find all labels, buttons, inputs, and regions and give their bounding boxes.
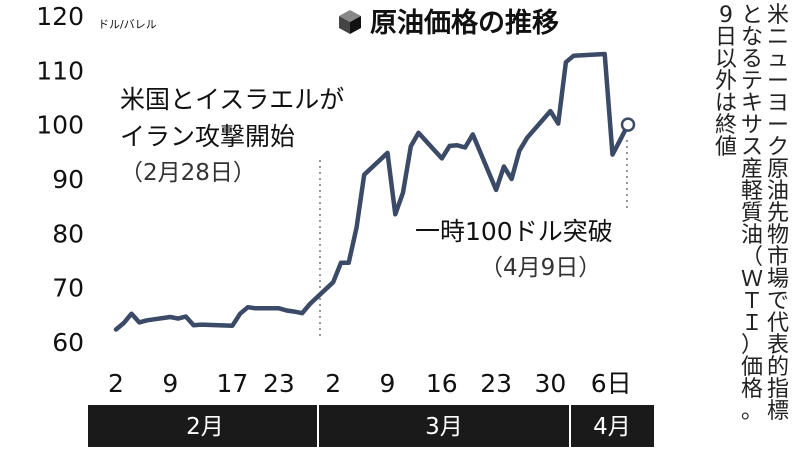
annotation-2-date: （4月9日） [480, 255, 601, 281]
annotation-1-line1: 米国とイスラエルが [120, 85, 344, 114]
note-char: 油 [741, 223, 763, 248]
y-tick-label: 100 [36, 111, 84, 140]
note-char: ー [767, 113, 789, 138]
note-char: 終 [715, 113, 737, 138]
note-char: 以 [715, 47, 737, 72]
note-char: 値 [715, 135, 737, 160]
note-char: 9 [719, 3, 733, 28]
note-char: Ｉ [741, 311, 763, 336]
y-tick-label: 90 [52, 165, 84, 194]
x-tick-label: 2 [325, 369, 341, 398]
note-char: 指 [767, 377, 789, 402]
note-char: 的 [767, 355, 789, 380]
x-tick-label: 2 [108, 369, 124, 398]
y-tick-label: 80 [52, 219, 84, 248]
month-label: 4月 [593, 414, 631, 440]
note-char: は [715, 91, 737, 116]
cube-icon [339, 10, 361, 34]
note-char: ュ [767, 47, 789, 72]
x-tick-label: 23 [263, 369, 295, 398]
note-char: ） [741, 333, 763, 358]
x-tick-label: 30 [535, 369, 567, 398]
note-char: テ [741, 69, 763, 94]
note-char: 場 [767, 267, 789, 292]
note-char: 軽 [741, 179, 763, 204]
note-char: な [741, 25, 763, 50]
note-char: 油 [767, 179, 789, 204]
note-char: 。 [741, 399, 763, 424]
y-tick-label: 60 [52, 328, 84, 357]
note-char: 代 [767, 311, 789, 336]
note-char: 外 [715, 69, 737, 94]
note-char: で [767, 289, 789, 314]
note-char: ス [741, 135, 763, 160]
note-char: 原 [767, 157, 789, 182]
note-char: ー [767, 69, 789, 94]
chart-title: 原油価格の推移 [370, 8, 559, 39]
source-note: 米ニューヨーク原油先物市場で代表的指標となるテキサス産軽質油（ＷＴＩ）価格。9日… [715, 3, 789, 424]
note-char: ヨ [767, 91, 789, 116]
y-axis: 60 70 80 90 100 110 120 [36, 2, 84, 357]
note-char: 標 [767, 399, 789, 424]
note-char: 米 [767, 3, 789, 28]
x-tick-label: 6日 [591, 369, 632, 398]
y-tick-label: 70 [52, 274, 84, 303]
note-char: 先 [767, 201, 789, 226]
note-char: 産 [741, 157, 763, 182]
note-char: 格 [741, 377, 763, 402]
x-tick-label: 9 [380, 369, 396, 398]
note-char: 表 [767, 333, 789, 358]
note-char: 質 [741, 201, 763, 226]
y-tick-label: 120 [36, 2, 84, 31]
x-axis: 2 9 17 23 2 9 16 23 30 6日 [108, 369, 632, 398]
series-line-group [113, 51, 636, 332]
note-char: Ｔ [741, 289, 763, 314]
note-char: る [741, 47, 763, 72]
unit-label: ドル/バレル [98, 18, 157, 31]
x-tick-label: 9 [162, 369, 178, 398]
note-char: （ [741, 245, 763, 270]
series-line [113, 51, 631, 332]
note-char: サ [741, 113, 763, 138]
annotation-1-line2: イラン攻撃開始 [120, 122, 295, 151]
note-char: キ [741, 91, 763, 116]
note-char: ニ [767, 25, 789, 50]
month-label: 3月 [425, 414, 463, 440]
x-tick-label: 17 [216, 369, 248, 398]
note-char: と [741, 3, 763, 28]
month-label: 2月 [186, 414, 224, 440]
y-tick-label: 110 [36, 56, 84, 85]
note-char: Ｗ [741, 267, 763, 292]
annotation-1-date: （2月28日） [120, 160, 256, 186]
x-tick-label: 23 [480, 369, 512, 398]
note-char: ク [767, 135, 789, 160]
note-char: 価 [741, 355, 763, 380]
annotation-2: 一時100ドル突破 [415, 217, 613, 246]
month-bar-background [88, 405, 654, 447]
month-bar: 2月 3月 4月 [88, 405, 654, 447]
last-point-marker [620, 117, 636, 132]
note-char: 市 [767, 245, 789, 270]
x-tick-label: 16 [426, 369, 458, 398]
note-char: 物 [767, 223, 789, 248]
note-char: 日 [715, 25, 737, 50]
